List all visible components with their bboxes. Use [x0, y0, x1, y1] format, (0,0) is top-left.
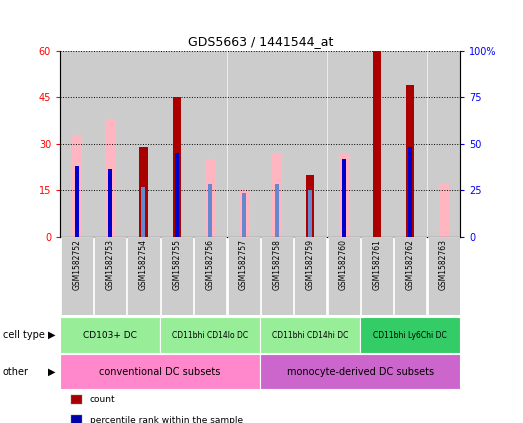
Text: GSM1582761: GSM1582761 [372, 239, 381, 290]
Bar [72, 135, 82, 237]
Bar [428, 237, 460, 315]
Bar [60, 317, 160, 353]
Bar [439, 184, 449, 237]
Bar [338, 153, 348, 237]
Text: GSM1582758: GSM1582758 [272, 239, 281, 290]
Bar [139, 147, 147, 237]
Text: percentile rank within the sample: percentile rank within the sample [90, 415, 243, 423]
Bar [308, 190, 312, 237]
Bar [75, 165, 79, 237]
Bar [61, 237, 93, 315]
Title: GDS5663 / 1441544_at: GDS5663 / 1441544_at [188, 35, 333, 48]
Bar [327, 237, 359, 315]
Text: CD11bhi CD14lo DC: CD11bhi CD14lo DC [172, 331, 248, 340]
Bar [160, 317, 260, 353]
Text: CD11bhi Ly6Chi DC: CD11bhi Ly6Chi DC [373, 331, 447, 340]
Text: GSM1582754: GSM1582754 [139, 239, 148, 290]
Text: GSM1582755: GSM1582755 [173, 239, 181, 290]
Bar [173, 97, 181, 237]
Bar [361, 51, 393, 237]
Text: GSM1582752: GSM1582752 [72, 239, 81, 290]
Text: other: other [3, 367, 29, 377]
Bar [275, 184, 279, 237]
Text: GSM1582757: GSM1582757 [239, 239, 248, 290]
Text: GSM1582760: GSM1582760 [339, 239, 348, 290]
Bar [94, 237, 126, 315]
Bar [175, 153, 179, 237]
Bar [327, 51, 359, 237]
Text: CD103+ DC: CD103+ DC [83, 331, 137, 340]
Text: cell type: cell type [3, 330, 44, 340]
Bar [260, 354, 460, 389]
Bar [142, 187, 145, 237]
Bar [306, 175, 314, 237]
Bar [60, 354, 260, 389]
Bar [394, 51, 426, 237]
Bar [294, 237, 326, 315]
Bar [208, 184, 212, 237]
Bar [228, 51, 259, 237]
Text: GSM1582759: GSM1582759 [306, 239, 315, 290]
Bar [373, 51, 381, 237]
Bar [108, 169, 112, 237]
Text: GSM1582756: GSM1582756 [206, 239, 214, 290]
Bar [408, 147, 412, 237]
Bar [94, 51, 126, 237]
Text: GSM1582753: GSM1582753 [106, 239, 115, 290]
Text: GSM1582762: GSM1582762 [406, 239, 415, 290]
Bar [61, 51, 93, 237]
Bar [261, 237, 293, 315]
Text: conventional DC subsets: conventional DC subsets [99, 367, 221, 377]
Bar [394, 237, 426, 315]
Bar [261, 51, 293, 237]
Bar [260, 317, 360, 353]
Bar [128, 51, 160, 237]
Text: ▶: ▶ [48, 330, 55, 340]
Bar [342, 159, 346, 237]
Bar [194, 51, 226, 237]
Bar [294, 51, 326, 237]
Bar [128, 237, 160, 315]
Text: count: count [90, 395, 116, 404]
Bar [242, 193, 245, 237]
Bar [194, 237, 226, 315]
Text: CD11bhi CD14hi DC: CD11bhi CD14hi DC [272, 331, 348, 340]
Bar [238, 190, 248, 237]
Bar [228, 237, 259, 315]
Bar [361, 237, 393, 315]
Text: GSM1582763: GSM1582763 [439, 239, 448, 290]
Text: ▶: ▶ [48, 367, 55, 377]
Bar [105, 119, 115, 237]
Text: monocyte-derived DC subsets: monocyte-derived DC subsets [287, 367, 434, 377]
Bar [272, 153, 282, 237]
Bar [161, 237, 193, 315]
Bar [428, 51, 460, 237]
Bar [161, 51, 193, 237]
Bar [406, 85, 414, 237]
Bar [360, 317, 460, 353]
Bar [205, 159, 215, 237]
